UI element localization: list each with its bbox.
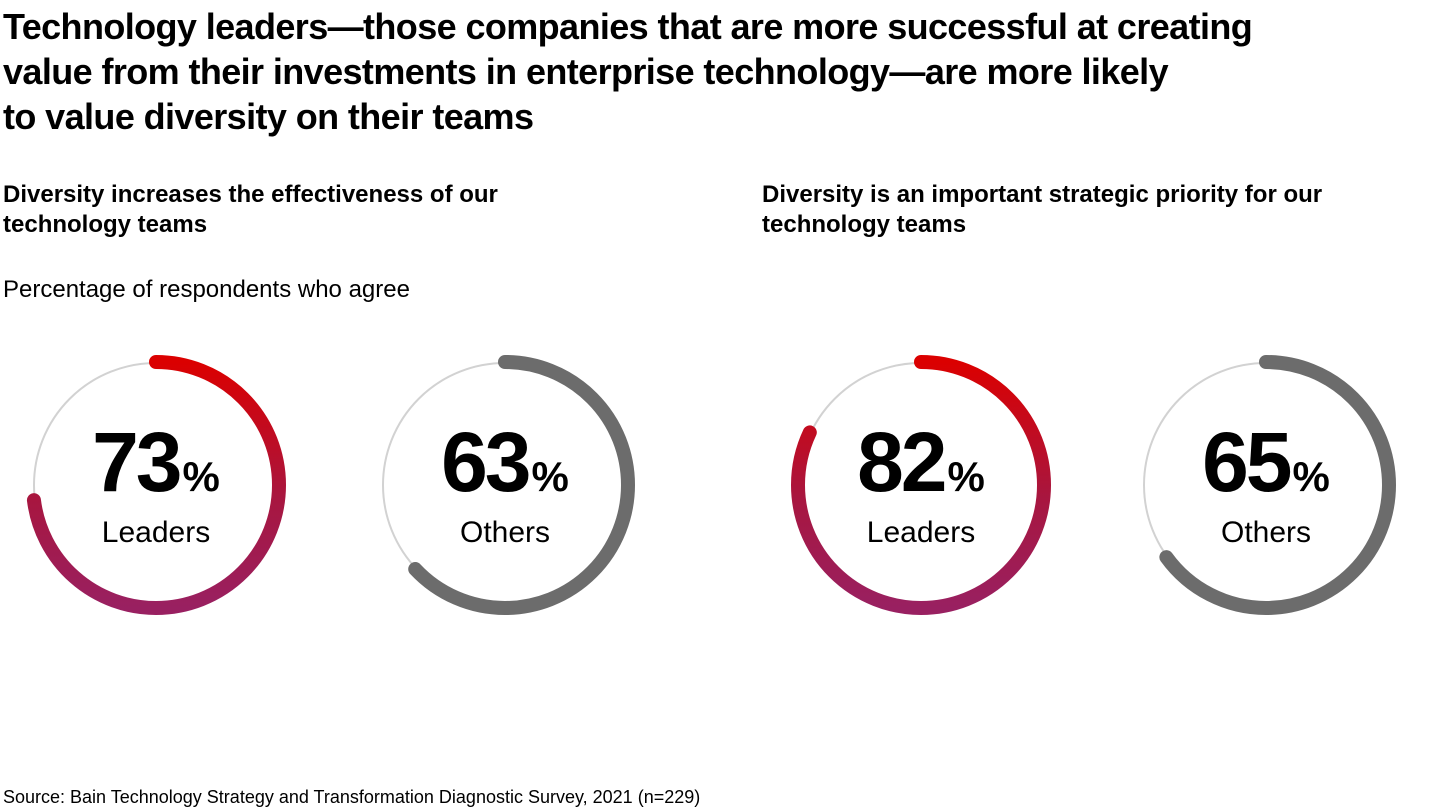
- donut-value: 65 %: [1202, 420, 1330, 504]
- figure-title-line: Technology leaders—those companies that …: [3, 6, 1253, 47]
- measure-note: Percentage of respondents who agree: [3, 276, 410, 303]
- donut-center-text: 82 % Leaders: [791, 355, 1051, 615]
- donut-leaders-effectiveness: 73 % Leaders: [26, 355, 286, 615]
- donut-center-text: 65 % Others: [1136, 355, 1396, 615]
- percent-sign: %: [531, 453, 569, 500]
- donut-value: 73 %: [92, 420, 220, 504]
- panel-heading-effectiveness: Diversity increases the effectiveness of…: [3, 181, 498, 238]
- percent-sign: %: [182, 453, 220, 500]
- donut-percent-number: 65: [1202, 415, 1292, 509]
- donut-others-effectiveness: 63 % Others: [375, 355, 635, 615]
- donut-group-label: Others: [459, 516, 551, 549]
- donut-percent-number: 82: [857, 415, 947, 509]
- donut-ring: [1136, 355, 1396, 615]
- donut-arc: [791, 355, 1051, 615]
- donut-arc: [26, 355, 286, 615]
- donut-percent-number: 63: [441, 415, 531, 509]
- donut-arc: [1136, 355, 1396, 615]
- donut-ring: [375, 355, 635, 615]
- donut-ring: [26, 355, 286, 615]
- figure-title: Technology leaders—those companies that …: [3, 4, 1439, 139]
- donut-ring: [791, 355, 1051, 615]
- donut-leaders-strategic-priority: 82 % Leaders: [791, 355, 1051, 615]
- percent-sign: %: [1292, 453, 1330, 500]
- donut-group-label: Others: [1220, 516, 1312, 549]
- donut-center-text: 73 % Leaders: [26, 355, 286, 615]
- donut-center-text: 63 % Others: [375, 355, 635, 615]
- source-note: Source: Bain Technology Strategy and Tra…: [3, 787, 701, 807]
- figure-title-line: to value diversity on their teams: [3, 96, 534, 137]
- panel-heading-strategic-priority: Diversity is an important strategic prio…: [762, 181, 1323, 238]
- donut-group-label: Leaders: [101, 516, 211, 549]
- donut-others-strategic-priority: 65 % Others: [1136, 355, 1396, 615]
- donut-arc: [375, 355, 635, 615]
- percent-sign: %: [947, 453, 985, 500]
- figure-title-line: value from their investments in enterpri…: [3, 51, 1169, 92]
- donut-percent-number: 73: [92, 415, 182, 509]
- donut-value: 63 %: [441, 420, 569, 504]
- donut-value: 82 %: [857, 420, 985, 504]
- donut-group-label: Leaders: [866, 516, 976, 549]
